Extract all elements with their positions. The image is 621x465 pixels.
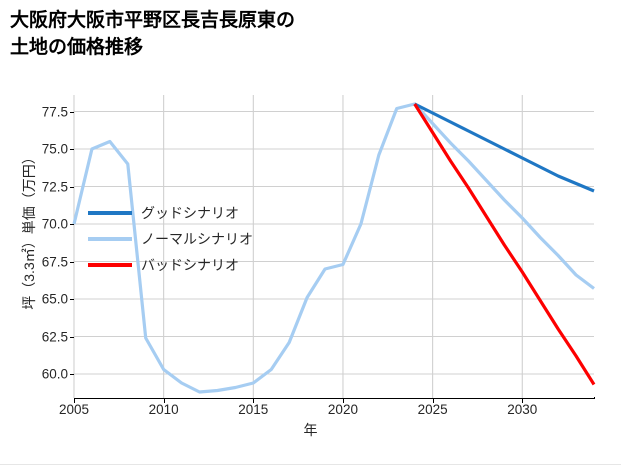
x-axis-line (74, 397, 595, 399)
y-tick-mark (70, 224, 74, 225)
x-tick-label: 2030 (507, 402, 538, 417)
x-tick-mark (522, 399, 524, 403)
page-title: 大阪府大阪市平野区長吉長原東の 土地の価格推移 (10, 10, 296, 58)
y-tick-mark (70, 374, 74, 375)
y-tick-label: 75.0 (41, 141, 68, 157)
x-axis-label: 年 (303, 422, 318, 438)
legend-swatch-bad-icon (88, 263, 132, 267)
x-tick-mark (342, 399, 344, 403)
x-tick-mark (74, 399, 75, 403)
legend-label-normal: ノーマルシナリオ (141, 231, 253, 247)
y-axis-tick-labels: 77.5 75.0 72.5 70.0 67.5 65.0 62.5 60.0 (0, 0, 68, 465)
chart-legend: グッドシナリオ ノーマルシナリオ バッドシナリオ (88, 200, 303, 278)
x-tick-label: 2025 (417, 402, 448, 417)
x-tick-label: 2010 (148, 402, 179, 417)
y-tick-mark (70, 261, 74, 263)
plot-area (72, 95, 596, 398)
x-tick-mark (163, 399, 165, 403)
series-line (413, 103, 596, 386)
y-tick-label: 62.5 (41, 329, 68, 344)
y-tick-mark (70, 186, 74, 188)
legend-item-bad: バッドシナリオ (88, 252, 303, 278)
y-tick-label: 67.5 (41, 254, 68, 269)
legend-swatch-normal-icon (88, 237, 132, 241)
legend-label-good: グッドシナリオ (141, 205, 239, 221)
y-tick-label: 77.5 (41, 104, 68, 119)
x-tick-label: 2005 (58, 402, 90, 417)
legend-item-normal: ノーマルシナリオ (88, 226, 303, 252)
series-lines (72, 102, 596, 394)
y-tick-mark (70, 149, 74, 150)
plot-svg (72, 95, 596, 398)
x-tick-mark (253, 399, 255, 403)
y-axis-label: 坪（3.3㎡）単価（万円） (21, 150, 37, 310)
legend-swatch-good-icon (88, 211, 132, 215)
y-tick-label: 60.0 (41, 366, 68, 382)
legend-item-good: グッドシナリオ (88, 200, 303, 226)
y-tick-label: 72.5 (41, 179, 68, 194)
y-tick-mark (70, 299, 74, 300)
legend-label-bad: バッドシナリオ (141, 257, 239, 273)
y-tick-label: 70.0 (41, 216, 68, 232)
y-tick-mark (70, 336, 74, 338)
x-tick-label: 2020 (327, 402, 358, 417)
series-line (72, 102, 595, 394)
gridlines (73, 95, 594, 398)
y-tick-label: 65.0 (41, 291, 68, 307)
x-tick-label: 2015 (238, 402, 269, 417)
x-tick-mark (432, 399, 434, 403)
y-tick-mark (70, 111, 74, 113)
series-line (413, 102, 595, 193)
